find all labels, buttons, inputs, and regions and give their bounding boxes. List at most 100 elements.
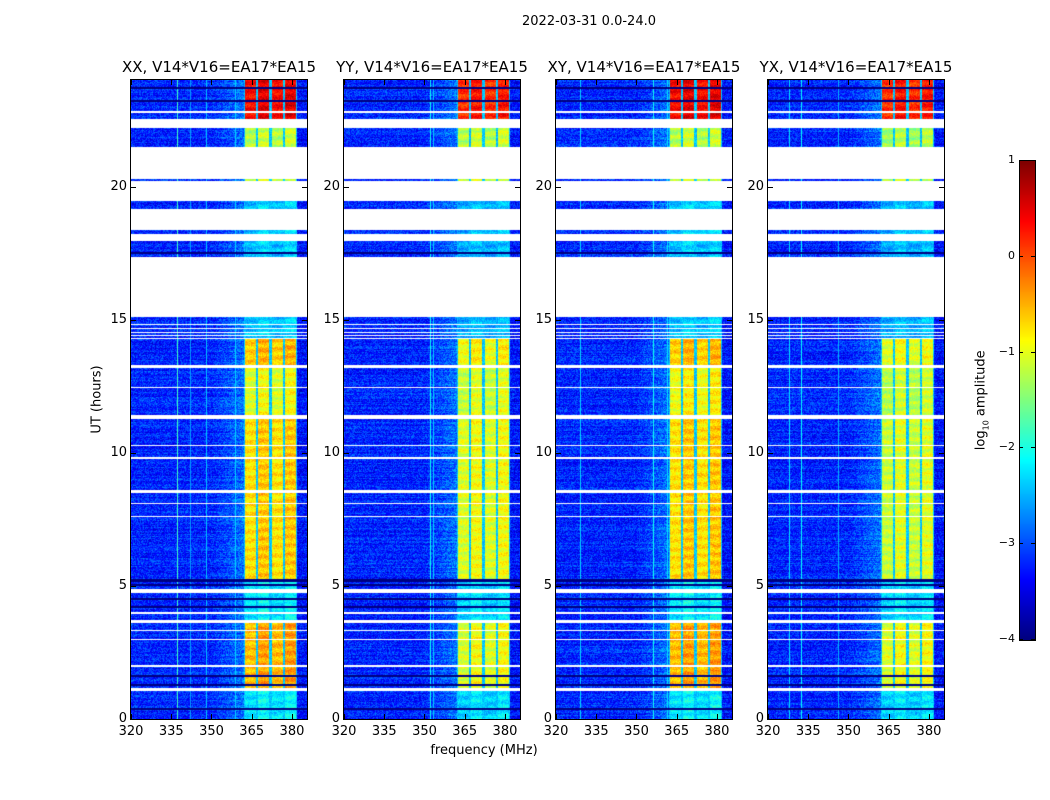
x-tick [251,80,253,85]
x-tick-label: 335 [583,724,609,739]
colorbar-tick-label: −1 [998,344,1015,358]
heatmap-image [768,80,944,719]
y-tick [556,585,561,587]
y-tick [302,319,307,321]
x-tick [131,714,132,719]
y-tick-label: 10 [535,444,552,460]
panel-title: YX, V14*V16=EA17*EA15 [759,58,953,76]
x-tick [211,80,213,85]
y-axis-label: UT (hours) [89,365,105,434]
y-tick-label: 0 [118,711,127,726]
x-tick-label: 320 [543,724,569,739]
panel-xx [130,79,308,720]
y-tick-label: 5 [543,577,552,593]
panel-yy [343,79,521,720]
y-tick [768,319,773,321]
y-tick-label: 10 [110,444,127,460]
x-tick-label: 320 [755,724,781,739]
y-tick [131,719,136,720]
x-tick [211,714,213,719]
x-tick-label: 350 [836,724,861,739]
colorbar-tick [1031,447,1035,449]
y-tick [939,186,944,188]
y-tick [302,719,307,720]
y-tick [131,452,136,454]
x-tick-label: 335 [158,724,184,739]
colorbar-tick [1019,351,1023,353]
figure-suptitle: 2022-03-31 0.0-24.0 [522,14,656,29]
x-tick [768,714,769,719]
y-tick [768,719,773,720]
x-tick [636,714,638,719]
y-tick [727,719,732,720]
y-tick-label: 0 [755,711,764,726]
x-tick [171,714,173,719]
y-tick-label: 15 [110,311,127,327]
colorbar-tick [1031,639,1035,640]
x-tick [504,80,506,85]
y-tick [344,452,349,454]
y-tick [939,452,944,454]
x-tick [596,80,598,85]
colorbar-tick-label: 1 [1008,153,1015,166]
x-tick [676,80,678,85]
colorbar-tick [1019,543,1023,545]
colorbar-gradient [1020,161,1035,640]
y-tick [556,452,561,454]
colorbar-tick-label: −4 [998,632,1015,645]
panel-title: XX, V14*V16=EA17*EA15 [121,58,316,76]
x-tick [556,80,557,85]
y-tick [556,319,561,321]
x-tick [636,80,638,85]
x-tick [888,714,890,719]
x-tick [384,80,386,85]
x-tick [291,714,293,719]
x-tick [808,714,810,719]
heatmap-image [344,80,520,719]
y-tick [302,452,307,454]
x-tick [848,714,850,719]
colorbar-tick [1019,447,1023,449]
y-tick [344,186,349,188]
x-tick [291,80,293,85]
y-tick [556,186,561,188]
heatmap-image [556,80,732,719]
y-tick [939,585,944,587]
panel-yx [767,79,945,720]
x-tick [344,80,345,85]
x-tick [251,714,253,719]
y-tick-label: 5 [118,577,127,593]
y-tick [727,186,732,188]
x-tick-label: 365 [876,724,902,739]
panel-title: XY, V14*V16=EA17*EA15 [547,58,741,76]
y-tick-label: 20 [747,178,764,194]
x-tick [424,714,426,719]
x-tick [384,714,386,719]
x-tick-label: 380 [279,724,305,739]
y-tick [131,585,136,587]
x-tick-label: 380 [916,724,942,739]
x-tick [504,714,506,719]
colorbar-tick-label: −2 [998,440,1015,454]
y-tick [939,719,944,720]
y-tick [515,719,520,720]
colorbar-tick [1019,255,1023,257]
x-tick [716,714,718,719]
colorbar-tick [1031,351,1035,353]
x-tick-label: 365 [664,724,690,739]
x-tick [716,80,718,85]
x-tick-label: 320 [331,724,357,739]
x-tick [928,80,930,85]
x-tick [848,80,850,85]
x-tick [464,80,466,85]
y-tick [131,319,136,321]
y-tick-label: 20 [110,178,127,194]
x-tick [344,714,345,719]
y-tick [302,585,307,587]
y-tick-label: 15 [323,311,340,327]
colorbar-tick [1031,255,1035,257]
y-tick [939,319,944,321]
colorbar-tick [1031,543,1035,545]
x-tick [928,714,930,719]
x-tick [596,714,598,719]
